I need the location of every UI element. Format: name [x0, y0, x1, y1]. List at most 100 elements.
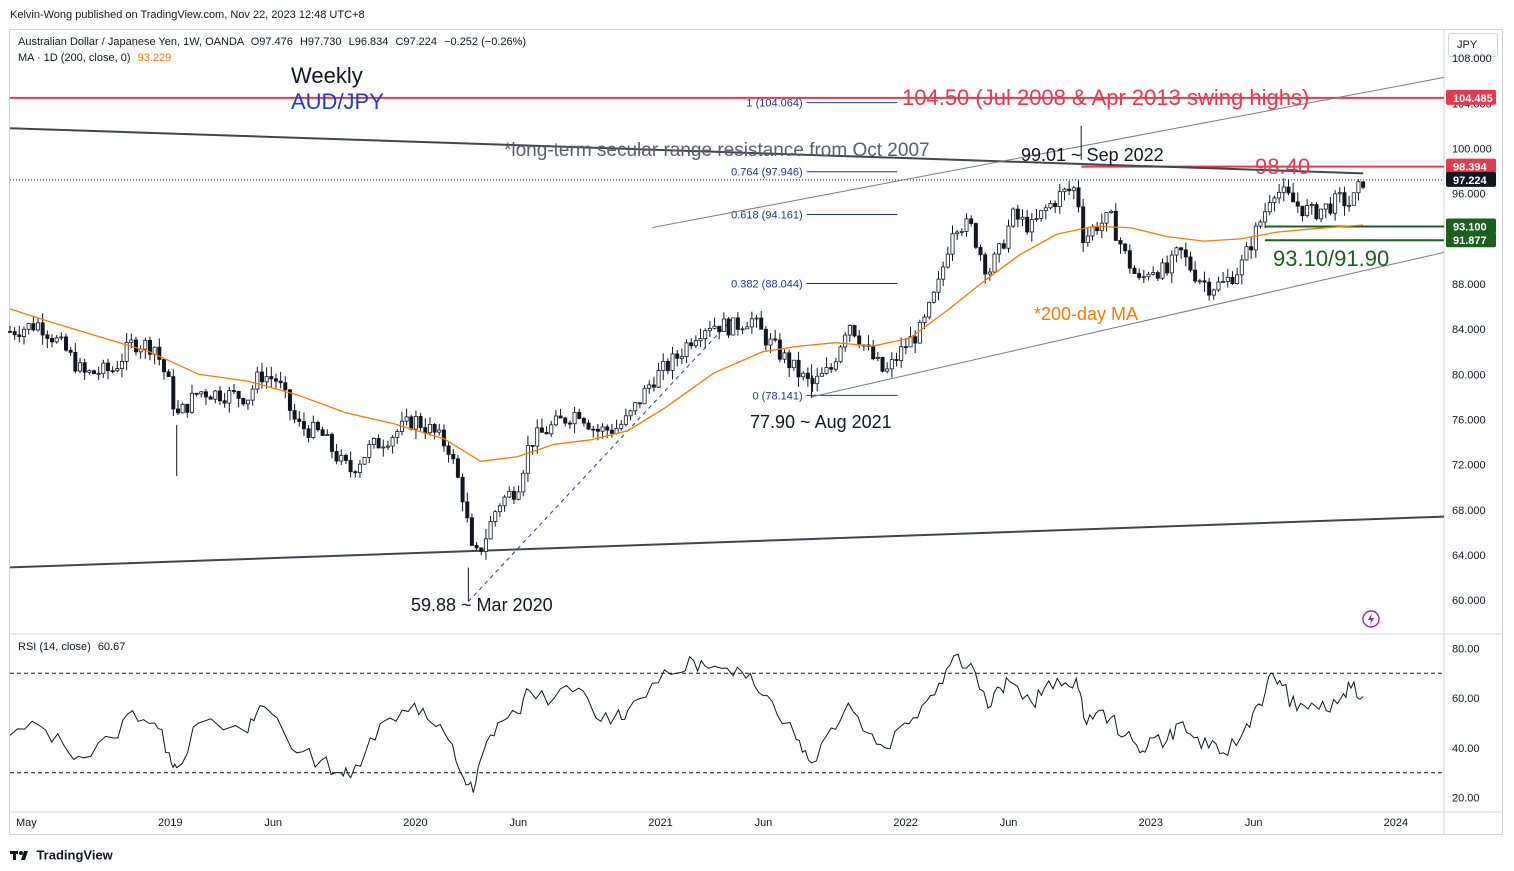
- candle-body: [1267, 202, 1272, 213]
- symbol-name[interactable]: Australian Dollar / Japanese Yen, 1W, OA…: [18, 36, 244, 48]
- candle-body: [105, 362, 110, 372]
- ma-indicator-label[interactable]: MA · 1D (200, close, 0): [18, 52, 131, 64]
- candle-body: [987, 271, 992, 275]
- low-2020-label: 59.88 ~ Mar 2020: [411, 595, 553, 615]
- candle-body: [199, 391, 204, 395]
- candle-body: [455, 458, 460, 478]
- legend-row: Australian Dollar / Japanese Yen, 1W, OA…: [18, 36, 526, 48]
- candle-body: [721, 318, 726, 333]
- candle-body: [311, 421, 316, 438]
- candle-body: [437, 429, 442, 433]
- candle-body: [1123, 243, 1128, 252]
- long-term-resistance-line[interactable]: [9, 127, 1364, 175]
- channel-lower-line[interactable]: [811, 251, 1445, 398]
- candle-body: [791, 359, 796, 369]
- candle-body: [1277, 191, 1282, 199]
- candle-body: [684, 342, 689, 357]
- candle-body: [213, 390, 218, 400]
- candle-body: [404, 416, 409, 422]
- candle-body: [357, 463, 362, 473]
- fib-level-label-3: 0.382 (88.044): [731, 279, 803, 291]
- candle-body: [1132, 267, 1137, 274]
- candle-body: [1193, 269, 1198, 282]
- candle-body: [68, 349, 73, 353]
- candle-body: [1291, 192, 1296, 203]
- candle-body: [133, 339, 138, 353]
- time-tick-label-10: Jun: [1245, 817, 1263, 829]
- candle-body: [1155, 272, 1160, 279]
- candle-body: [339, 454, 344, 462]
- candle-body: [1071, 187, 1076, 192]
- candle-body: [7, 331, 12, 333]
- candle-body: [1151, 272, 1156, 275]
- candle-body: [502, 496, 507, 507]
- candle-body: [717, 325, 722, 333]
- channel-upper-line[interactable]: [652, 76, 1445, 229]
- time-tick-label-9: 2023: [1139, 817, 1163, 829]
- candle-body: [306, 428, 311, 438]
- time-tick-label-5: 2021: [648, 817, 672, 829]
- candle-body: [679, 356, 684, 359]
- rsi-tick-label-0: 80.00: [1452, 643, 1480, 655]
- candle-body: [698, 338, 703, 342]
- rsi-line[interactable]: [9, 653, 1364, 793]
- rsi-indicator-value: 60.67: [97, 641, 126, 653]
- level-axis-label-3: 91.877: [1453, 235, 1487, 247]
- candle-body: [927, 301, 932, 318]
- candle-body: [376, 438, 381, 449]
- high-value: H97.730: [299, 36, 342, 48]
- candle-body: [1230, 276, 1235, 284]
- candle-body: [1347, 204, 1352, 207]
- candle-body: [1314, 204, 1319, 220]
- candle-body: [273, 378, 278, 382]
- candle-body: [325, 434, 330, 436]
- candle-body: [371, 438, 376, 445]
- candle-body: [609, 429, 614, 434]
- candle-body: [269, 376, 274, 380]
- candle-body: [124, 342, 129, 362]
- level-axis-badge-2: [1446, 218, 1496, 234]
- ma-200-line[interactable]: [9, 224, 1364, 462]
- candle-body: [241, 398, 246, 405]
- candle-body: [474, 544, 479, 549]
- candle-body: [983, 254, 988, 275]
- candle-body: [712, 325, 717, 329]
- candle-body: [889, 359, 894, 370]
- candle-body: [997, 243, 1002, 255]
- fib-level-label-1: 0.764 (97.946): [731, 167, 803, 179]
- candle-body: [203, 391, 208, 398]
- candle-body: [423, 427, 428, 434]
- candle-body: [945, 253, 950, 268]
- candle-body: [894, 359, 899, 361]
- candle-body: [833, 361, 838, 370]
- candle-body: [1174, 247, 1179, 256]
- candle-body: [1011, 208, 1016, 227]
- candle-body: [143, 339, 148, 350]
- candle-body: [413, 416, 418, 430]
- candle-body: [1127, 250, 1132, 269]
- candle-body: [297, 418, 302, 422]
- candle-body: [1351, 192, 1356, 206]
- candle-body: [110, 370, 115, 373]
- level-axis-label-0: 104.485: [1453, 93, 1493, 105]
- candle-body: [516, 491, 521, 500]
- candle-body: [1169, 254, 1174, 274]
- long-term-support-line[interactable]: [9, 515, 1445, 569]
- candle-body: [693, 340, 698, 347]
- candle-body: [1211, 289, 1216, 296]
- candle-body: [931, 291, 936, 303]
- rsi-indicator-label[interactable]: RSI (14, close): [18, 641, 91, 653]
- tradingview-footer[interactable]: TradingView: [10, 846, 113, 862]
- candle-body: [871, 345, 876, 360]
- candle-body: [773, 338, 778, 341]
- lightning-alert-icon[interactable]: [1362, 610, 1380, 628]
- rsi-legend-row: RSI (14, close) 60.67: [18, 641, 125, 653]
- candle-body: [26, 323, 31, 330]
- candle-body: [493, 511, 498, 522]
- candle-body: [581, 418, 586, 424]
- candle-body: [740, 328, 745, 331]
- candle-body: [586, 422, 591, 430]
- currency-unit-button[interactable]: JPY: [1448, 33, 1498, 57]
- low-2021-label: 77.90 ~ Aug 2021: [750, 412, 892, 432]
